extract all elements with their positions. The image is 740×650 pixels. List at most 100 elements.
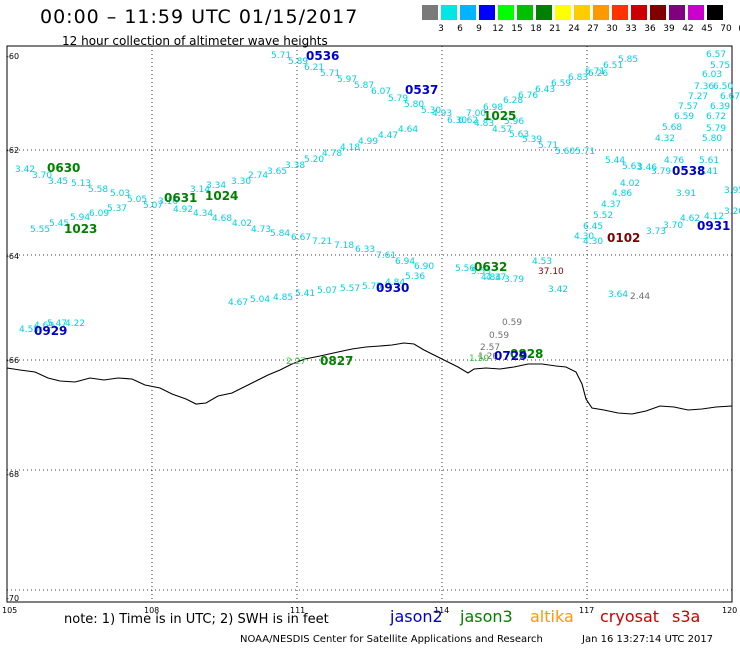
- swh-value: 4.83: [474, 119, 495, 129]
- swh-value: 5.75: [710, 61, 731, 71]
- swh-value: 4.55: [19, 325, 40, 335]
- pass-time-label: 0537: [405, 83, 439, 97]
- swh-value: 6.30: [447, 116, 468, 126]
- map-title: 00:00 – 11:59 UTC 01/15/2017: [40, 6, 359, 28]
- swh-value: 7.18: [334, 241, 355, 251]
- longitude-label: 108: [144, 606, 160, 615]
- swh-value: 4.69: [34, 321, 55, 331]
- swh-value: 6.50: [713, 82, 734, 92]
- swh-value: 4.34: [193, 209, 214, 219]
- swh-value: 5.63: [509, 130, 530, 140]
- latitude-label: -66: [6, 356, 20, 365]
- map-frame: [6, 45, 733, 603]
- latitude-label: -60: [6, 52, 20, 61]
- swh-value: 5.61: [699, 156, 720, 166]
- swh-value: 5.84: [270, 229, 291, 239]
- swh-value: 3.70: [663, 221, 684, 231]
- scale-tick-label: 36: [644, 24, 656, 34]
- swh-value: 6.28: [503, 96, 524, 106]
- swh-value: 4.53: [532, 257, 553, 267]
- scale-tick-label: 18: [530, 24, 542, 34]
- pass-time-label: 0930: [376, 281, 410, 295]
- swh-value: 4.68: [212, 214, 233, 224]
- swh-value: 4.22: [65, 319, 86, 329]
- swh-value: 6.33: [355, 245, 376, 255]
- swh-value: 0.59: [502, 318, 523, 328]
- credit-line: NOAA/NESDIS Center for Satellite Applica…: [240, 634, 543, 645]
- swh-value: 1.20: [478, 352, 499, 362]
- scale-tick-label: 12: [492, 24, 504, 34]
- swh-value: 6.83: [568, 73, 589, 83]
- swh-value: 5.52: [593, 211, 614, 221]
- swh-value: 3.79: [504, 275, 525, 285]
- swh-value: 6.76: [518, 91, 539, 101]
- scale-tick-label: 21: [549, 24, 561, 34]
- swh-value: 3.42: [548, 285, 569, 295]
- swh-value: 5.60: [555, 147, 576, 157]
- scale-tick-label: 6: [457, 24, 463, 34]
- swh-value: 3.34: [206, 181, 227, 191]
- swh-value: 5.30: [421, 106, 442, 116]
- swh-value: 5.71: [320, 69, 341, 79]
- satellite-legend-altika: altika: [530, 607, 574, 626]
- swh-value: 5.05: [127, 195, 148, 205]
- swh-value: 5.07: [317, 286, 338, 296]
- swh-value: 5.47: [47, 319, 68, 329]
- swh-value: 3.20: [724, 207, 740, 217]
- swh-value: 3.73: [646, 227, 667, 237]
- scale-tick-label: 15: [511, 24, 523, 34]
- scale-tick-label: 9: [476, 24, 482, 34]
- swh-value: 4.30: [574, 232, 595, 242]
- swh-value: 6.57: [706, 50, 727, 60]
- swh-value: 7.61: [376, 251, 397, 261]
- swh-value: 3.30: [231, 177, 252, 187]
- swh-value: 7.27: [688, 92, 709, 102]
- scale-swatch: [536, 5, 552, 20]
- swh-value: 4.76: [664, 156, 685, 166]
- swh-value: 37.10: [538, 267, 564, 277]
- swh-value: 4.99: [358, 137, 379, 147]
- antarctic-coastline: [6, 342, 733, 415]
- generated-timestamp: Jan 16 13:27:14 UTC 2017: [582, 634, 714, 645]
- swh-value: 6.72: [706, 112, 727, 122]
- pass-time-label: 0102: [607, 231, 641, 245]
- pass-time-label: 1025: [483, 109, 517, 123]
- swh-value: 5.58: [88, 185, 109, 195]
- satellite-legend-jason2: jason2: [390, 607, 443, 626]
- swh-value: 4.84: [481, 273, 502, 283]
- latitude-label: -62: [6, 146, 20, 155]
- swh-value: 5.80: [702, 134, 723, 144]
- pass-time-label: 1024: [205, 189, 239, 203]
- swh-value: 6.39: [710, 102, 731, 112]
- swh-value: 5.07: [143, 201, 164, 211]
- swh-value: 0.59: [489, 331, 510, 341]
- swh-value: 2.44: [630, 292, 651, 302]
- map-subtitle: 12 hour collection of altimeter wave hei…: [62, 34, 328, 48]
- swh-value: 5.03: [110, 189, 131, 199]
- scale-swatch: [593, 5, 609, 20]
- swh-value: 5.57: [340, 284, 361, 294]
- swh-value: 3.45: [48, 177, 69, 187]
- pass-time-label: 0538: [672, 164, 706, 178]
- swh-value: 4.92: [173, 205, 194, 215]
- scale-swatch: [422, 5, 438, 20]
- scale-swatch: [688, 5, 704, 20]
- swh-value: 4.62: [680, 214, 701, 224]
- swh-value: 5.96: [504, 117, 525, 127]
- swh-value: 6.03: [702, 70, 723, 80]
- swh-value: 5.89: [288, 57, 309, 67]
- swh-value: 5.94: [70, 213, 91, 223]
- swh-value: 5.37: [107, 204, 128, 214]
- swh-value: 3.79: [651, 167, 672, 177]
- swh-value: 6.71: [585, 67, 606, 77]
- scale-tick-label: 42: [682, 24, 694, 34]
- swh-value: 6.09: [89, 209, 110, 219]
- swh-value: 5.55: [30, 225, 51, 235]
- longitude-label: 120: [722, 606, 738, 615]
- swh-value: 5.36: [405, 272, 426, 282]
- scale-swatch: [574, 5, 590, 20]
- latitude-label: -64: [6, 252, 20, 261]
- swh-value: 6.62: [458, 116, 479, 126]
- swh-value: 4.02: [620, 179, 641, 189]
- swh-value: 4.37: [601, 200, 622, 210]
